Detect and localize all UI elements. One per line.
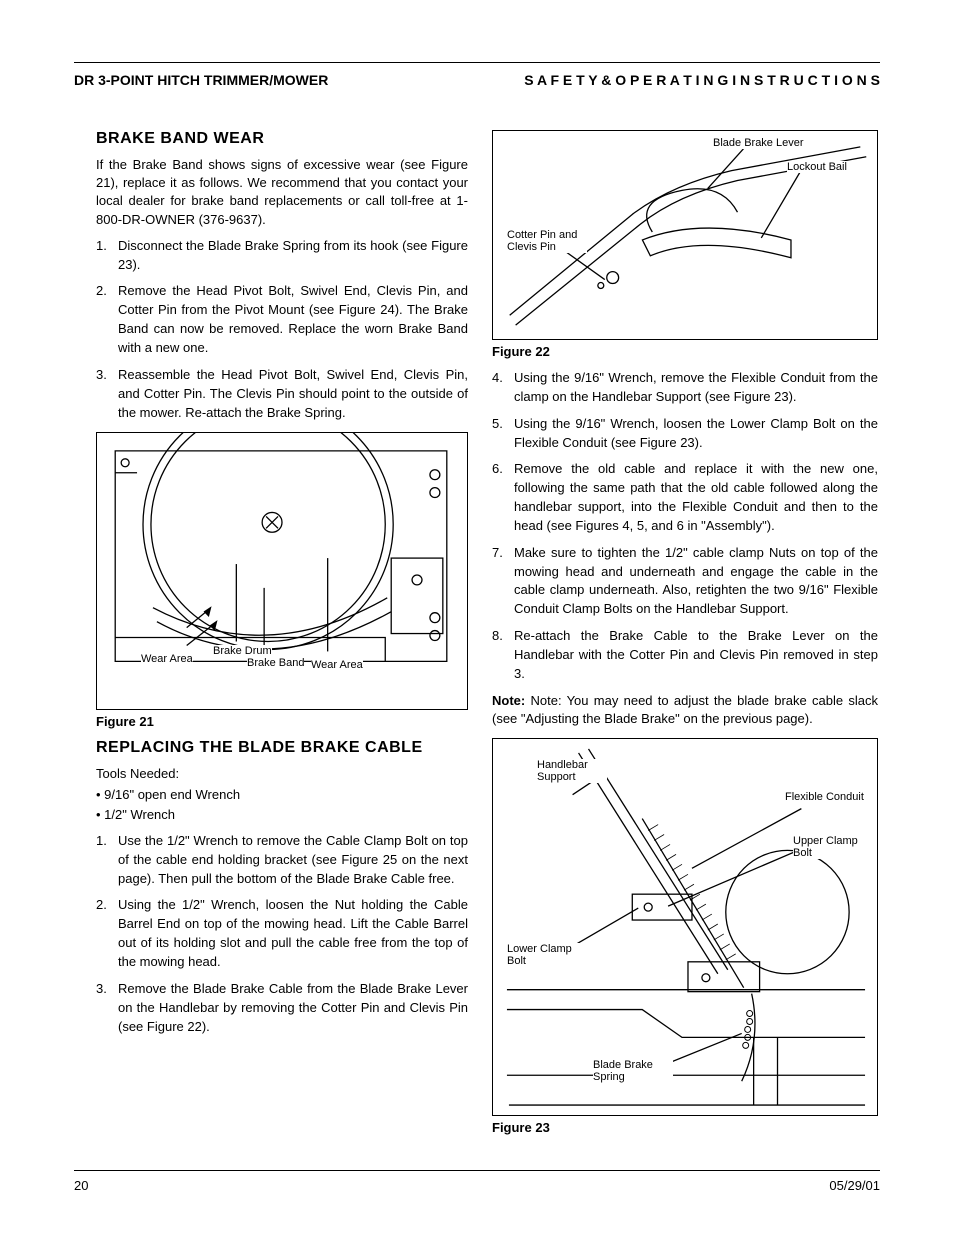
replace-step-3: Remove the Blade Brake Cable from the Bl… bbox=[96, 980, 468, 1037]
header-left: DR 3-POINT HITCH TRIMMER/MOWER bbox=[74, 72, 328, 88]
fig23-label-spring: Blade Brake Spring bbox=[593, 1059, 673, 1083]
replace-step-5: Using the 9/16" Wrench, loosen the Lower… bbox=[492, 415, 878, 453]
right-column: Blade Brake Lever Lockout Bail Cotter Pi… bbox=[492, 130, 878, 1145]
fig22-label-pin: Cotter Pin and Clevis Pin bbox=[507, 229, 587, 253]
figure-21: Brake Drum Brake Band Wear Area Wear Are… bbox=[96, 432, 468, 710]
figure-23: Handlebar Support Flexible Conduit Upper… bbox=[492, 738, 878, 1116]
fig21-label-band: Brake Band bbox=[247, 657, 304, 669]
tool-1: • 9/16" open end Wrench bbox=[96, 786, 468, 804]
tool-2: • 1/2" Wrench bbox=[96, 806, 468, 824]
replace-step-1: Use the 1/2" Wrench to remove the Cable … bbox=[96, 832, 468, 889]
brake-step-1: Disconnect the Blade Brake Spring from i… bbox=[96, 237, 468, 275]
replace-step-4: Using the 9/16" Wrench, remove the Flexi… bbox=[492, 369, 878, 407]
header-right: S A F E T Y & O P E R A T I N G I N S T … bbox=[524, 72, 880, 88]
footer-rule bbox=[74, 1170, 880, 1171]
replace-cable-heading: REPLACING THE BLADE BRAKE CABLE bbox=[96, 739, 468, 757]
brake-step-2: Remove the Head Pivot Bolt, Swivel End, … bbox=[96, 282, 468, 357]
replace-cable-steps-4-8: Using the 9/16" Wrench, remove the Flexi… bbox=[492, 369, 878, 684]
footer-page: 20 bbox=[74, 1178, 88, 1193]
replace-step-2: Using the 1/2" Wrench, loosen the Nut ho… bbox=[96, 896, 468, 971]
replace-cable-steps-1-3: Use the 1/2" Wrench to remove the Cable … bbox=[96, 832, 468, 1036]
left-column: BRAKE BAND WEAR If the Brake Band shows … bbox=[96, 130, 468, 1044]
fig22-label-bail: Lockout Bail bbox=[787, 161, 877, 173]
replace-step-8: Re-attach the Brake Cable to the Brake L… bbox=[492, 627, 878, 684]
brake-cable-note-text: Note: You may need to adjust the blade b… bbox=[492, 693, 878, 726]
fig21-label-wear-b: Wear Area bbox=[311, 659, 363, 671]
brake-cable-note: Note: Note: You may need to adjust the b… bbox=[492, 692, 878, 728]
figure-21-caption: Figure 21 bbox=[96, 714, 468, 729]
replace-step-6: Remove the old cable and replace it with… bbox=[492, 460, 878, 535]
tools-needed-label: Tools Needed: bbox=[96, 766, 179, 781]
fig22-label-lever: Blade Brake Lever bbox=[713, 137, 804, 149]
brake-band-heading: BRAKE BAND WEAR bbox=[96, 130, 468, 148]
fig23-label-hb: Handlebar Support bbox=[537, 759, 607, 783]
brake-band-steps: Disconnect the Blade Brake Spring from i… bbox=[96, 237, 468, 423]
brake-band-intro: If the Brake Band shows signs of excessi… bbox=[96, 156, 468, 229]
figure-23-caption: Figure 23 bbox=[492, 1120, 878, 1135]
content-columns: BRAKE BAND WEAR If the Brake Band shows … bbox=[96, 130, 870, 1145]
figure-22: Blade Brake Lever Lockout Bail Cotter Pi… bbox=[492, 130, 878, 340]
brake-step-3: Reassemble the Head Pivot Bolt, Swivel E… bbox=[96, 366, 468, 423]
fig21-label-drum: Brake Drum bbox=[213, 645, 272, 657]
fig21-label-wear-a: Wear Area bbox=[141, 653, 193, 665]
fig23-label-flex: Flexible Conduit bbox=[785, 791, 865, 803]
header-rule bbox=[74, 62, 880, 63]
fig23-label-upper: Upper Clamp Bolt bbox=[793, 835, 873, 859]
figure-22-caption: Figure 22 bbox=[492, 344, 878, 359]
replace-step-7: Make sure to tighten the 1/2" cable clam… bbox=[492, 544, 878, 619]
footer-date: 05/29/01 bbox=[829, 1178, 880, 1193]
fig23-label-lower: Lower Clamp Bolt bbox=[507, 943, 587, 967]
